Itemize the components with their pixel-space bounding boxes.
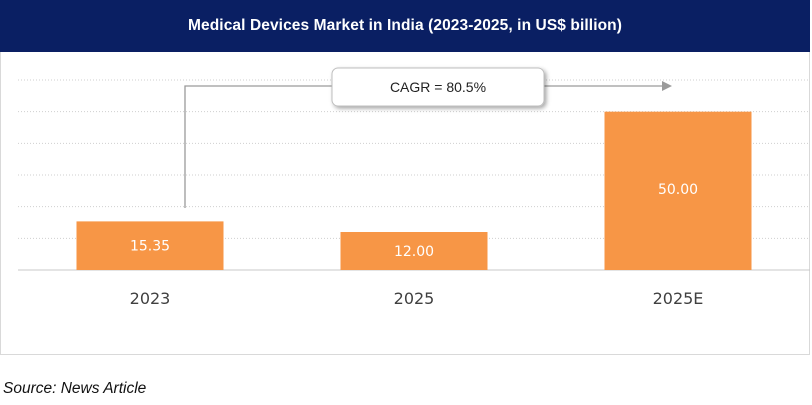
cagr-label-box	[331, 67, 545, 107]
x-tick-label: 2025	[394, 289, 435, 308]
bar-2025E	[604, 111, 752, 271]
cagr-annotation: CAGR = 80.5%	[184, 67, 672, 208]
x-tick-label: 2023	[130, 289, 171, 308]
bar-chart: 15.35 2023 12.00 2025 50.00 2025E CAGR = 80.5…	[18, 67, 810, 308]
chart-title: Medical Devices Market in India (2023-20…	[0, 0, 810, 52]
bar-2025	[340, 232, 488, 270]
bars: 15.35 2023 12.00 2025 50.00 2025E	[76, 111, 752, 308]
source-note: Source: News Article	[3, 380, 147, 397]
cagr-arrowhead	[662, 81, 672, 91]
cagr-label: CAGR = 80.5%	[390, 79, 486, 95]
bar-2023	[76, 221, 224, 270]
x-tick-label: 2025E	[653, 289, 704, 308]
bar-value-label: 15.35	[130, 239, 170, 255]
bar-value-label: 12.00	[394, 244, 434, 260]
bar-value-label: 50.00	[658, 182, 698, 198]
